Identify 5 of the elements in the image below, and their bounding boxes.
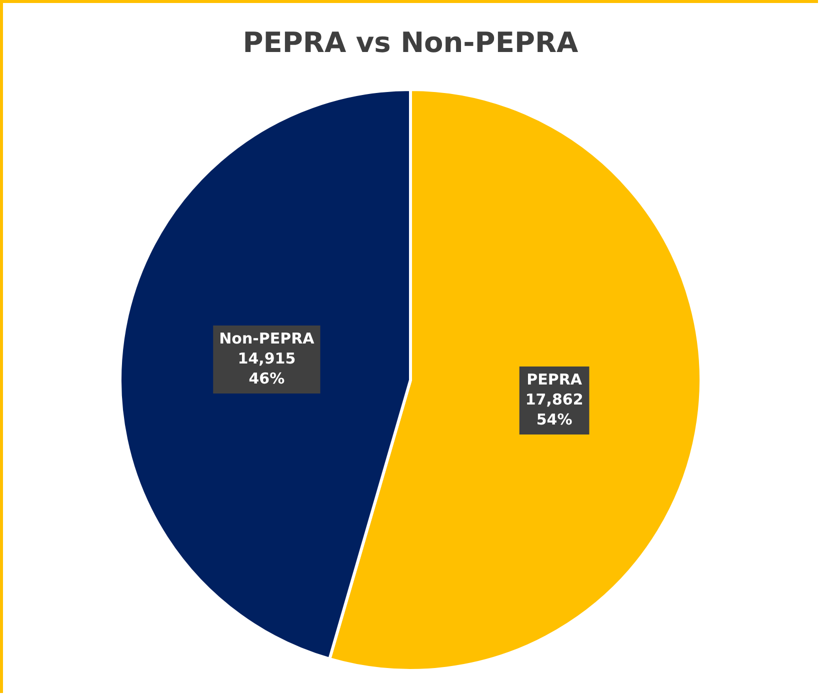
data-label: 14,915 46% (238, 349, 296, 388)
data-label: 17,862 54% (525, 390, 584, 428)
slice-label: Non-PEPRA (219, 329, 315, 348)
chart-title: PEPRA vs Non-PEPRA (242, 26, 580, 59)
slice-label: PEPRA (526, 370, 582, 388)
